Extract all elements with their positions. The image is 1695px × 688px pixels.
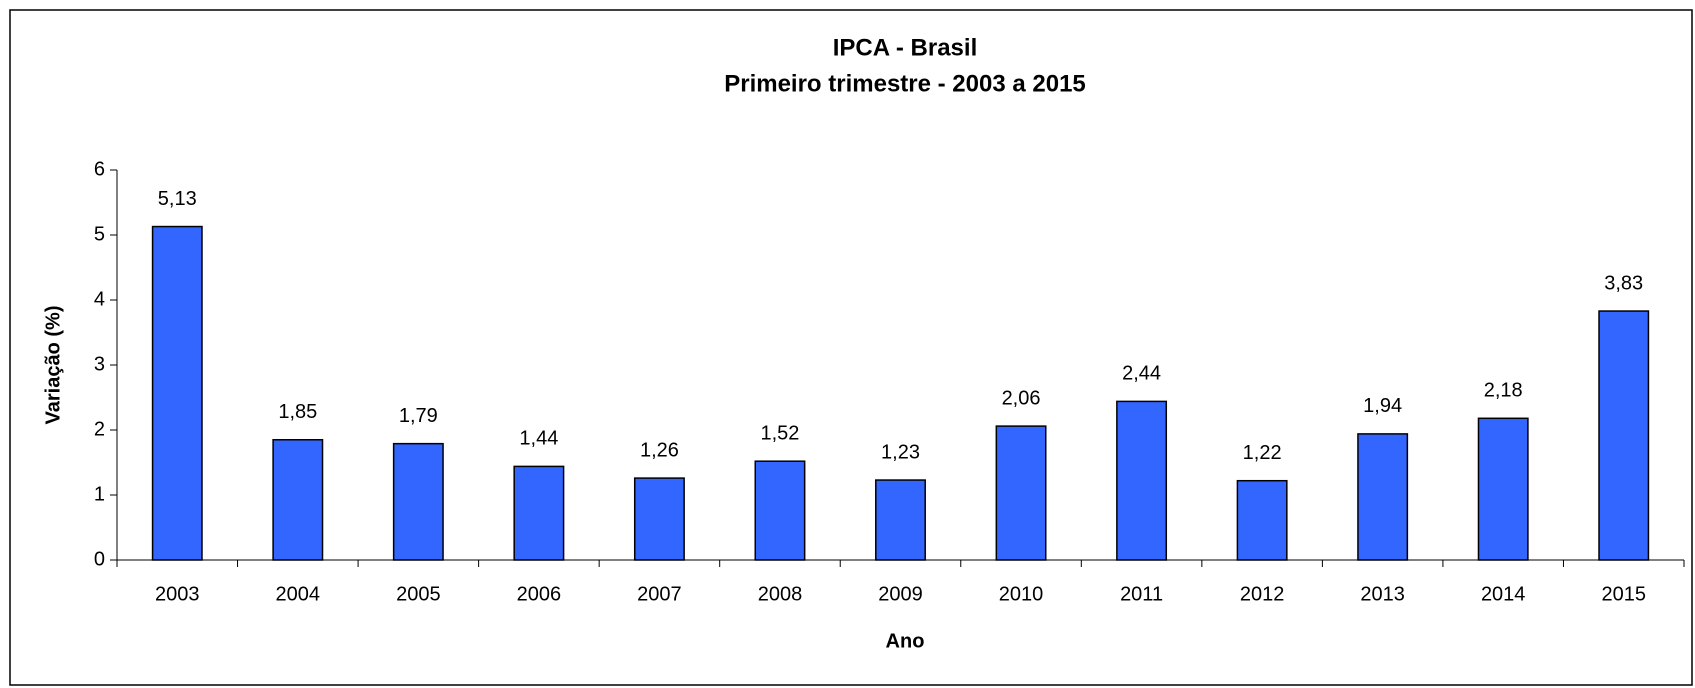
data-label: 1,26 [640, 439, 679, 461]
bar [392, 442, 444, 561]
x-tick-label: 2003 [155, 583, 200, 605]
data-label: 2,44 [1122, 363, 1161, 385]
x-tick-label: 2014 [1481, 583, 1526, 605]
chart-title: IPCA - Brasil [833, 34, 977, 61]
data-label: 5,13 [158, 188, 197, 210]
y-tick-label: 1 [94, 483, 105, 505]
bar [1357, 433, 1409, 561]
bar [1236, 479, 1288, 561]
data-label: 1,52 [760, 422, 799, 444]
data-label: 1,44 [519, 428, 558, 450]
chart-border [9, 9, 1693, 686]
bar [272, 439, 324, 561]
x-tick-label: 2015 [1601, 583, 1646, 605]
data-label: 1,22 [1243, 442, 1282, 464]
bar [151, 225, 203, 561]
bar [1598, 310, 1650, 561]
x-tick-label: 2008 [758, 583, 803, 605]
bar [633, 477, 685, 561]
y-tick-label: 5 [94, 223, 105, 245]
y-axis-title: Variação (%) [42, 306, 64, 425]
data-label: 1,79 [399, 405, 438, 427]
y-tick-label: 3 [94, 353, 105, 375]
x-tick-label: 2006 [517, 583, 562, 605]
bar [513, 465, 565, 561]
data-label: 1,94 [1363, 395, 1402, 417]
x-tick-label: 2007 [637, 583, 682, 605]
y-tick-label: 6 [94, 158, 105, 180]
y-tick-label: 2 [94, 418, 105, 440]
bar [754, 460, 806, 561]
data-label: 3,83 [1604, 272, 1643, 294]
x-tick-label: 2005 [396, 583, 441, 605]
bar [1477, 417, 1529, 561]
x-tick-label: 2010 [999, 583, 1044, 605]
bar [875, 479, 926, 561]
data-label: 1,23 [881, 441, 920, 463]
x-axis-title: Ano [886, 630, 925, 652]
x-tick-label: 2004 [276, 583, 321, 605]
y-tick-label: 0 [94, 548, 105, 570]
x-tick-label: 2012 [1240, 583, 1285, 605]
chart-subtitle: Primeiro trimestre - 2003 a 2015 [724, 70, 1086, 97]
y-tick-label: 4 [94, 288, 105, 310]
x-tick-label: 2013 [1360, 583, 1405, 605]
x-tick-label: 2011 [1120, 583, 1163, 605]
data-label: 2,18 [1484, 380, 1523, 402]
x-tick-label: 2009 [878, 583, 923, 605]
data-label: 1,85 [278, 401, 317, 423]
bar [1116, 400, 1168, 561]
data-label: 2,06 [1002, 387, 1041, 409]
bar [995, 425, 1047, 561]
